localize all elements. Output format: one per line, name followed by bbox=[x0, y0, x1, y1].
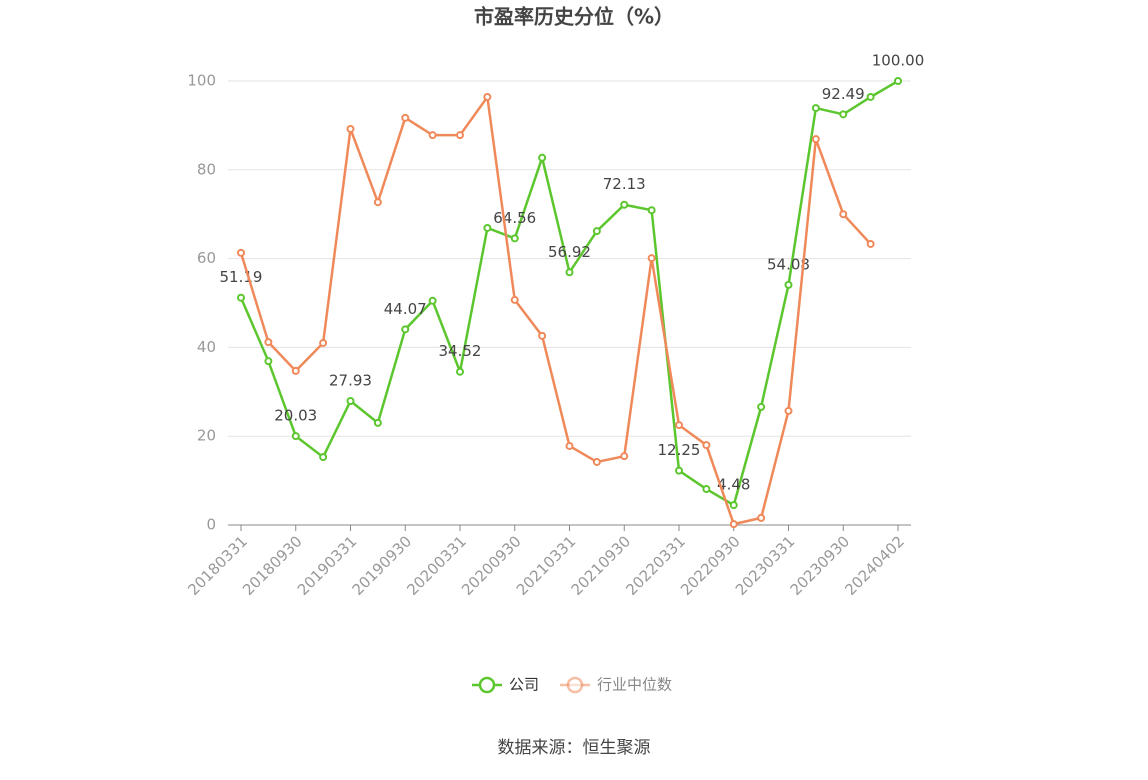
data-point bbox=[373, 418, 382, 427]
data-label: 34.52 bbox=[439, 342, 482, 360]
data-point bbox=[592, 457, 601, 466]
data-point bbox=[866, 92, 875, 101]
data-point bbox=[319, 338, 328, 347]
data-point bbox=[784, 406, 793, 415]
data-label: 27.93 bbox=[329, 371, 372, 389]
source-note: 数据来源：恒生聚源 bbox=[498, 738, 651, 758]
data-label: 100.00 bbox=[872, 52, 925, 70]
data-point bbox=[291, 366, 300, 375]
data-point bbox=[456, 131, 464, 140]
data-point bbox=[729, 520, 738, 529]
data-point bbox=[346, 396, 355, 405]
data-label: 72.13 bbox=[603, 175, 646, 193]
data-point bbox=[675, 466, 683, 475]
data-point bbox=[264, 357, 273, 366]
legend-label[interactable]: 行业中位数 bbox=[597, 676, 672, 694]
data-point bbox=[729, 501, 738, 510]
data-label: 12.25 bbox=[658, 441, 701, 459]
data-point bbox=[538, 331, 547, 340]
data-point bbox=[538, 153, 547, 162]
data-point bbox=[592, 227, 601, 236]
y-tick-label: 100 bbox=[187, 72, 216, 90]
data-point bbox=[675, 421, 683, 430]
data-point bbox=[811, 135, 820, 144]
data-label: 56.92 bbox=[548, 243, 591, 261]
data-point bbox=[839, 210, 848, 219]
data-point bbox=[483, 92, 492, 101]
y-tick-label: 60 bbox=[197, 249, 216, 267]
data-point bbox=[702, 441, 711, 450]
data-point bbox=[839, 110, 848, 119]
y-tick-label: 0 bbox=[206, 516, 216, 534]
data-point bbox=[319, 453, 328, 462]
data-point bbox=[237, 293, 245, 302]
data-point bbox=[346, 124, 355, 133]
data-point bbox=[757, 402, 766, 411]
data-point bbox=[428, 296, 437, 305]
y-tick-label: 20 bbox=[197, 427, 216, 445]
chart-title: 市盈率历史分位（%） bbox=[474, 5, 674, 29]
data-label: 92.49 bbox=[822, 85, 865, 103]
x-tick-label: 20240402 bbox=[841, 532, 908, 599]
data-label: 44.07 bbox=[384, 300, 427, 318]
data-point bbox=[373, 198, 382, 207]
data-point bbox=[456, 367, 464, 376]
data-point bbox=[401, 113, 410, 122]
data-point bbox=[237, 248, 245, 257]
data-point bbox=[620, 452, 629, 461]
data-point bbox=[647, 206, 656, 215]
data-label: 20.03 bbox=[274, 407, 317, 425]
data-label: 4.48 bbox=[717, 476, 750, 494]
data-point bbox=[894, 77, 902, 85]
data-point bbox=[866, 239, 875, 248]
data-point bbox=[510, 234, 519, 243]
data-point bbox=[702, 485, 711, 494]
data-point bbox=[647, 254, 656, 263]
data-label: 64.56 bbox=[493, 209, 536, 227]
data-point bbox=[428, 131, 437, 140]
data-point bbox=[483, 223, 492, 232]
data-point bbox=[510, 295, 519, 304]
legend-marker[interactable] bbox=[566, 676, 584, 694]
data-label: 54.08 bbox=[767, 255, 810, 273]
y-tick-label: 80 bbox=[197, 160, 216, 178]
data-point bbox=[757, 513, 766, 522]
data-point bbox=[620, 200, 629, 209]
legend-label[interactable]: 公司 bbox=[509, 676, 539, 694]
data-point bbox=[811, 104, 820, 113]
data-point bbox=[565, 268, 574, 277]
data-point bbox=[264, 338, 273, 347]
series-line bbox=[239, 93, 872, 526]
data-label: 51.19 bbox=[220, 268, 263, 286]
y-tick-label: 40 bbox=[197, 338, 216, 356]
data-point bbox=[565, 441, 574, 450]
data-point bbox=[291, 432, 300, 441]
data-point bbox=[784, 280, 793, 289]
data-point bbox=[401, 325, 410, 334]
legend-marker[interactable] bbox=[478, 676, 496, 694]
